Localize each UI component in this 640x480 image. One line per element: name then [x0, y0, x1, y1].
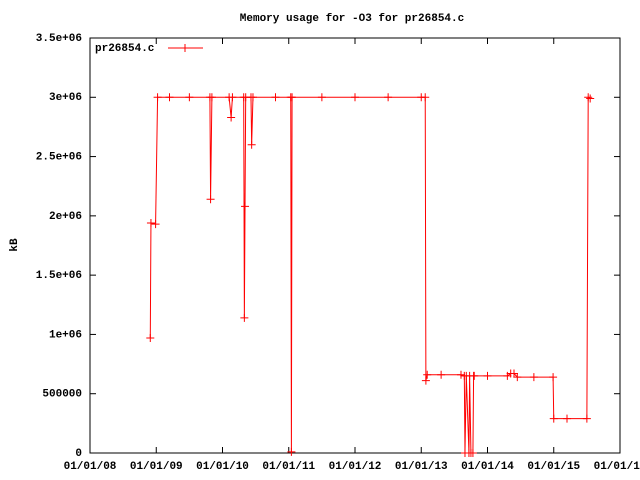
data-point — [165, 93, 174, 102]
data-point — [384, 93, 393, 102]
legend-label: pr26854.c — [95, 43, 154, 55]
data-point — [240, 313, 249, 322]
x-tick-label: 01/01/12 — [329, 461, 382, 473]
data-point — [288, 93, 297, 102]
data-point — [423, 370, 432, 379]
data-point — [271, 93, 280, 102]
x-tick-label: 01/01/11 — [262, 461, 315, 473]
data-point — [470, 371, 479, 380]
data-point — [510, 369, 518, 378]
data-point — [468, 449, 477, 457]
y-tick-label: 2.5e+06 — [36, 151, 82, 163]
y-tick-label: 0 — [75, 448, 82, 460]
data-point — [421, 376, 430, 385]
x-tick-label: 01/01/13 — [395, 461, 448, 473]
data-point — [513, 373, 522, 382]
data-point — [287, 447, 296, 456]
x-tick-label: 01/01/09 — [130, 461, 183, 473]
y-axis-label: kB — [9, 238, 21, 252]
x-tick-label: 01/01/16 — [594, 461, 640, 473]
data-point — [146, 218, 155, 227]
x-tick-label: 01/01/14 — [461, 461, 514, 473]
x-tick-label: 01/01/15 — [527, 461, 580, 473]
y-tick-label: 1e+06 — [49, 329, 82, 341]
data-point — [207, 93, 216, 102]
data-point — [247, 140, 256, 149]
data-point — [584, 93, 593, 102]
data-point — [146, 333, 155, 342]
data-point — [483, 371, 492, 380]
data-point — [151, 220, 160, 229]
data-line — [149, 96, 591, 454]
data-point — [421, 93, 430, 102]
y-tick-label: 1.5e+06 — [36, 270, 82, 282]
data-point — [241, 202, 250, 211]
data-point — [317, 93, 326, 102]
data-point — [153, 93, 162, 102]
data-point — [351, 93, 359, 102]
data-point — [437, 370, 446, 379]
chart-title: Memory usage for -O3 for pr26854.c — [240, 13, 464, 25]
data-point — [457, 370, 465, 379]
data-point — [582, 414, 591, 423]
data-point — [248, 93, 257, 102]
plot-border — [89, 37, 621, 454]
data-point — [549, 373, 558, 382]
y-tick-label: 2e+06 — [49, 211, 82, 223]
y-tick-label: 3.5e+06 — [36, 33, 82, 45]
x-tick-label: 01/01/08 — [64, 461, 117, 473]
data-point — [228, 93, 237, 102]
data-point — [563, 414, 571, 423]
data-point — [227, 113, 236, 122]
data-point — [586, 94, 595, 103]
x-tick-label: 01/01/10 — [196, 461, 249, 473]
y-tick-label: 500000 — [42, 389, 82, 401]
data-point — [206, 195, 215, 204]
y-tick-label: 3e+06 — [49, 92, 82, 104]
legend-swatch-point — [181, 44, 189, 52]
data-point — [549, 414, 558, 423]
data-point — [185, 93, 194, 102]
data-point — [529, 373, 538, 382]
